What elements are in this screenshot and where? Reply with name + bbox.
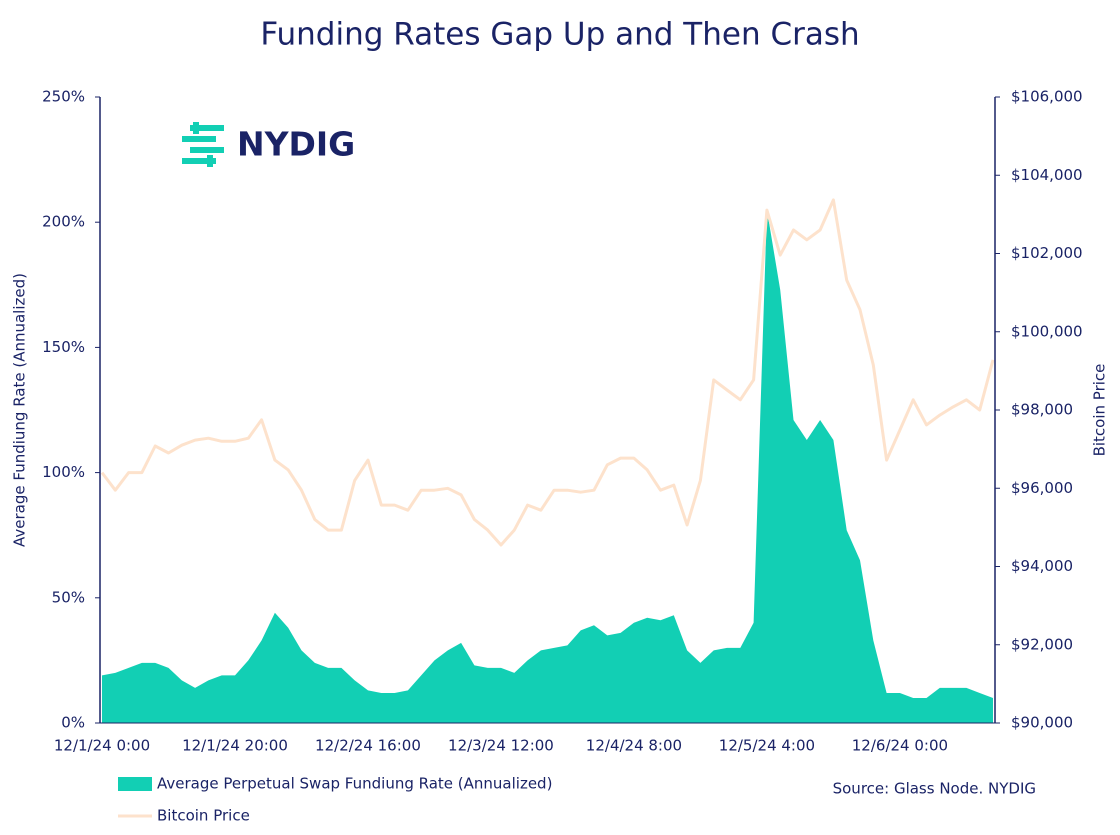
y2-tick-label: $90,000 <box>1011 714 1073 732</box>
y2-tick-label: $98,000 <box>1011 401 1073 419</box>
y2-tick-label: $96,000 <box>1011 479 1073 497</box>
y-tick-label: 150% <box>42 338 85 356</box>
x-tick-label: 12/1/24 0:00 <box>54 737 150 755</box>
y-tick-label: 200% <box>42 213 85 231</box>
y2-tick-label: $106,000 <box>1011 88 1083 106</box>
y2-tick-label: $104,000 <box>1011 166 1083 184</box>
y-axis-label: Average Fundiung Rate (Annualized) <box>11 273 29 547</box>
y2-tick-label: $94,000 <box>1011 557 1073 575</box>
area <box>102 209 993 723</box>
x-tick-label: 12/6/24 0:00 <box>852 737 948 755</box>
chart-title: Funding Rates Gap Up and Then Crash <box>260 17 859 53</box>
y-tick-label: 250% <box>42 88 85 106</box>
y2-tick-label: $100,000 <box>1011 322 1083 340</box>
y2-axis-label: Bitcoin Price <box>1091 364 1109 457</box>
y2-tick-label: $102,000 <box>1011 244 1083 262</box>
logo-text: NYDIG <box>237 125 355 164</box>
x-tick-label: 12/2/24 16:00 <box>315 737 421 755</box>
legend-swatch <box>118 777 152 791</box>
y-tick-label: 0% <box>61 714 85 732</box>
x-tick-label: 12/1/24 20:00 <box>182 737 288 755</box>
source: Source: Glass Node. NYDIG <box>833 780 1036 798</box>
legend-label: Average Perpetual Swap Fundiung Rate (An… <box>157 775 552 793</box>
y-tick-label: 100% <box>42 463 85 481</box>
logo-icon <box>182 125 224 164</box>
line <box>100 198 995 547</box>
legend-label: Bitcoin Price <box>157 807 250 825</box>
plot-area <box>100 198 995 723</box>
logo: NYDIG <box>182 122 355 167</box>
x-tick-label: 12/5/24 4:00 <box>719 737 815 755</box>
y-tick-label: 50% <box>52 588 85 606</box>
x-tick-label: 12/3/24 12:00 <box>448 737 554 755</box>
y2-tick-label: $92,000 <box>1011 635 1073 653</box>
logo-icon <box>193 122 213 167</box>
x-tick-label: 12/4/24 8:00 <box>586 737 682 755</box>
